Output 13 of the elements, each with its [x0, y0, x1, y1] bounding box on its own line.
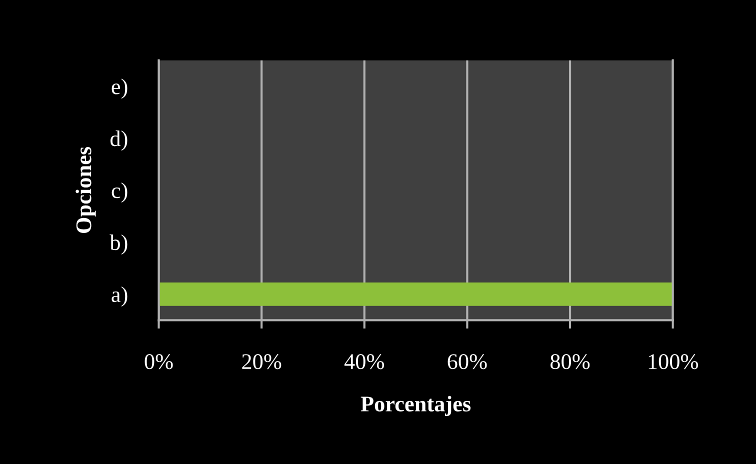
y-tick-label: d): [110, 130, 128, 151]
x-tick-label: 100%: [648, 354, 698, 370]
x-tick-label: 60%: [448, 354, 487, 370]
y-tick-label: b): [110, 234, 128, 255]
y-tick-label: a): [112, 286, 128, 307]
x-tick-label: 20%: [242, 354, 282, 370]
y-tick-label: c): [112, 182, 128, 203]
x-tick-label: 0%: [144, 354, 173, 370]
x-axis-title: Porcentajes: [360, 396, 471, 416]
x-tick-label: 40%: [344, 354, 384, 370]
y-axis-title: Opciones: [76, 146, 96, 233]
y-tick-label: e): [112, 78, 128, 99]
x-tick-label: 80%: [550, 354, 590, 370]
